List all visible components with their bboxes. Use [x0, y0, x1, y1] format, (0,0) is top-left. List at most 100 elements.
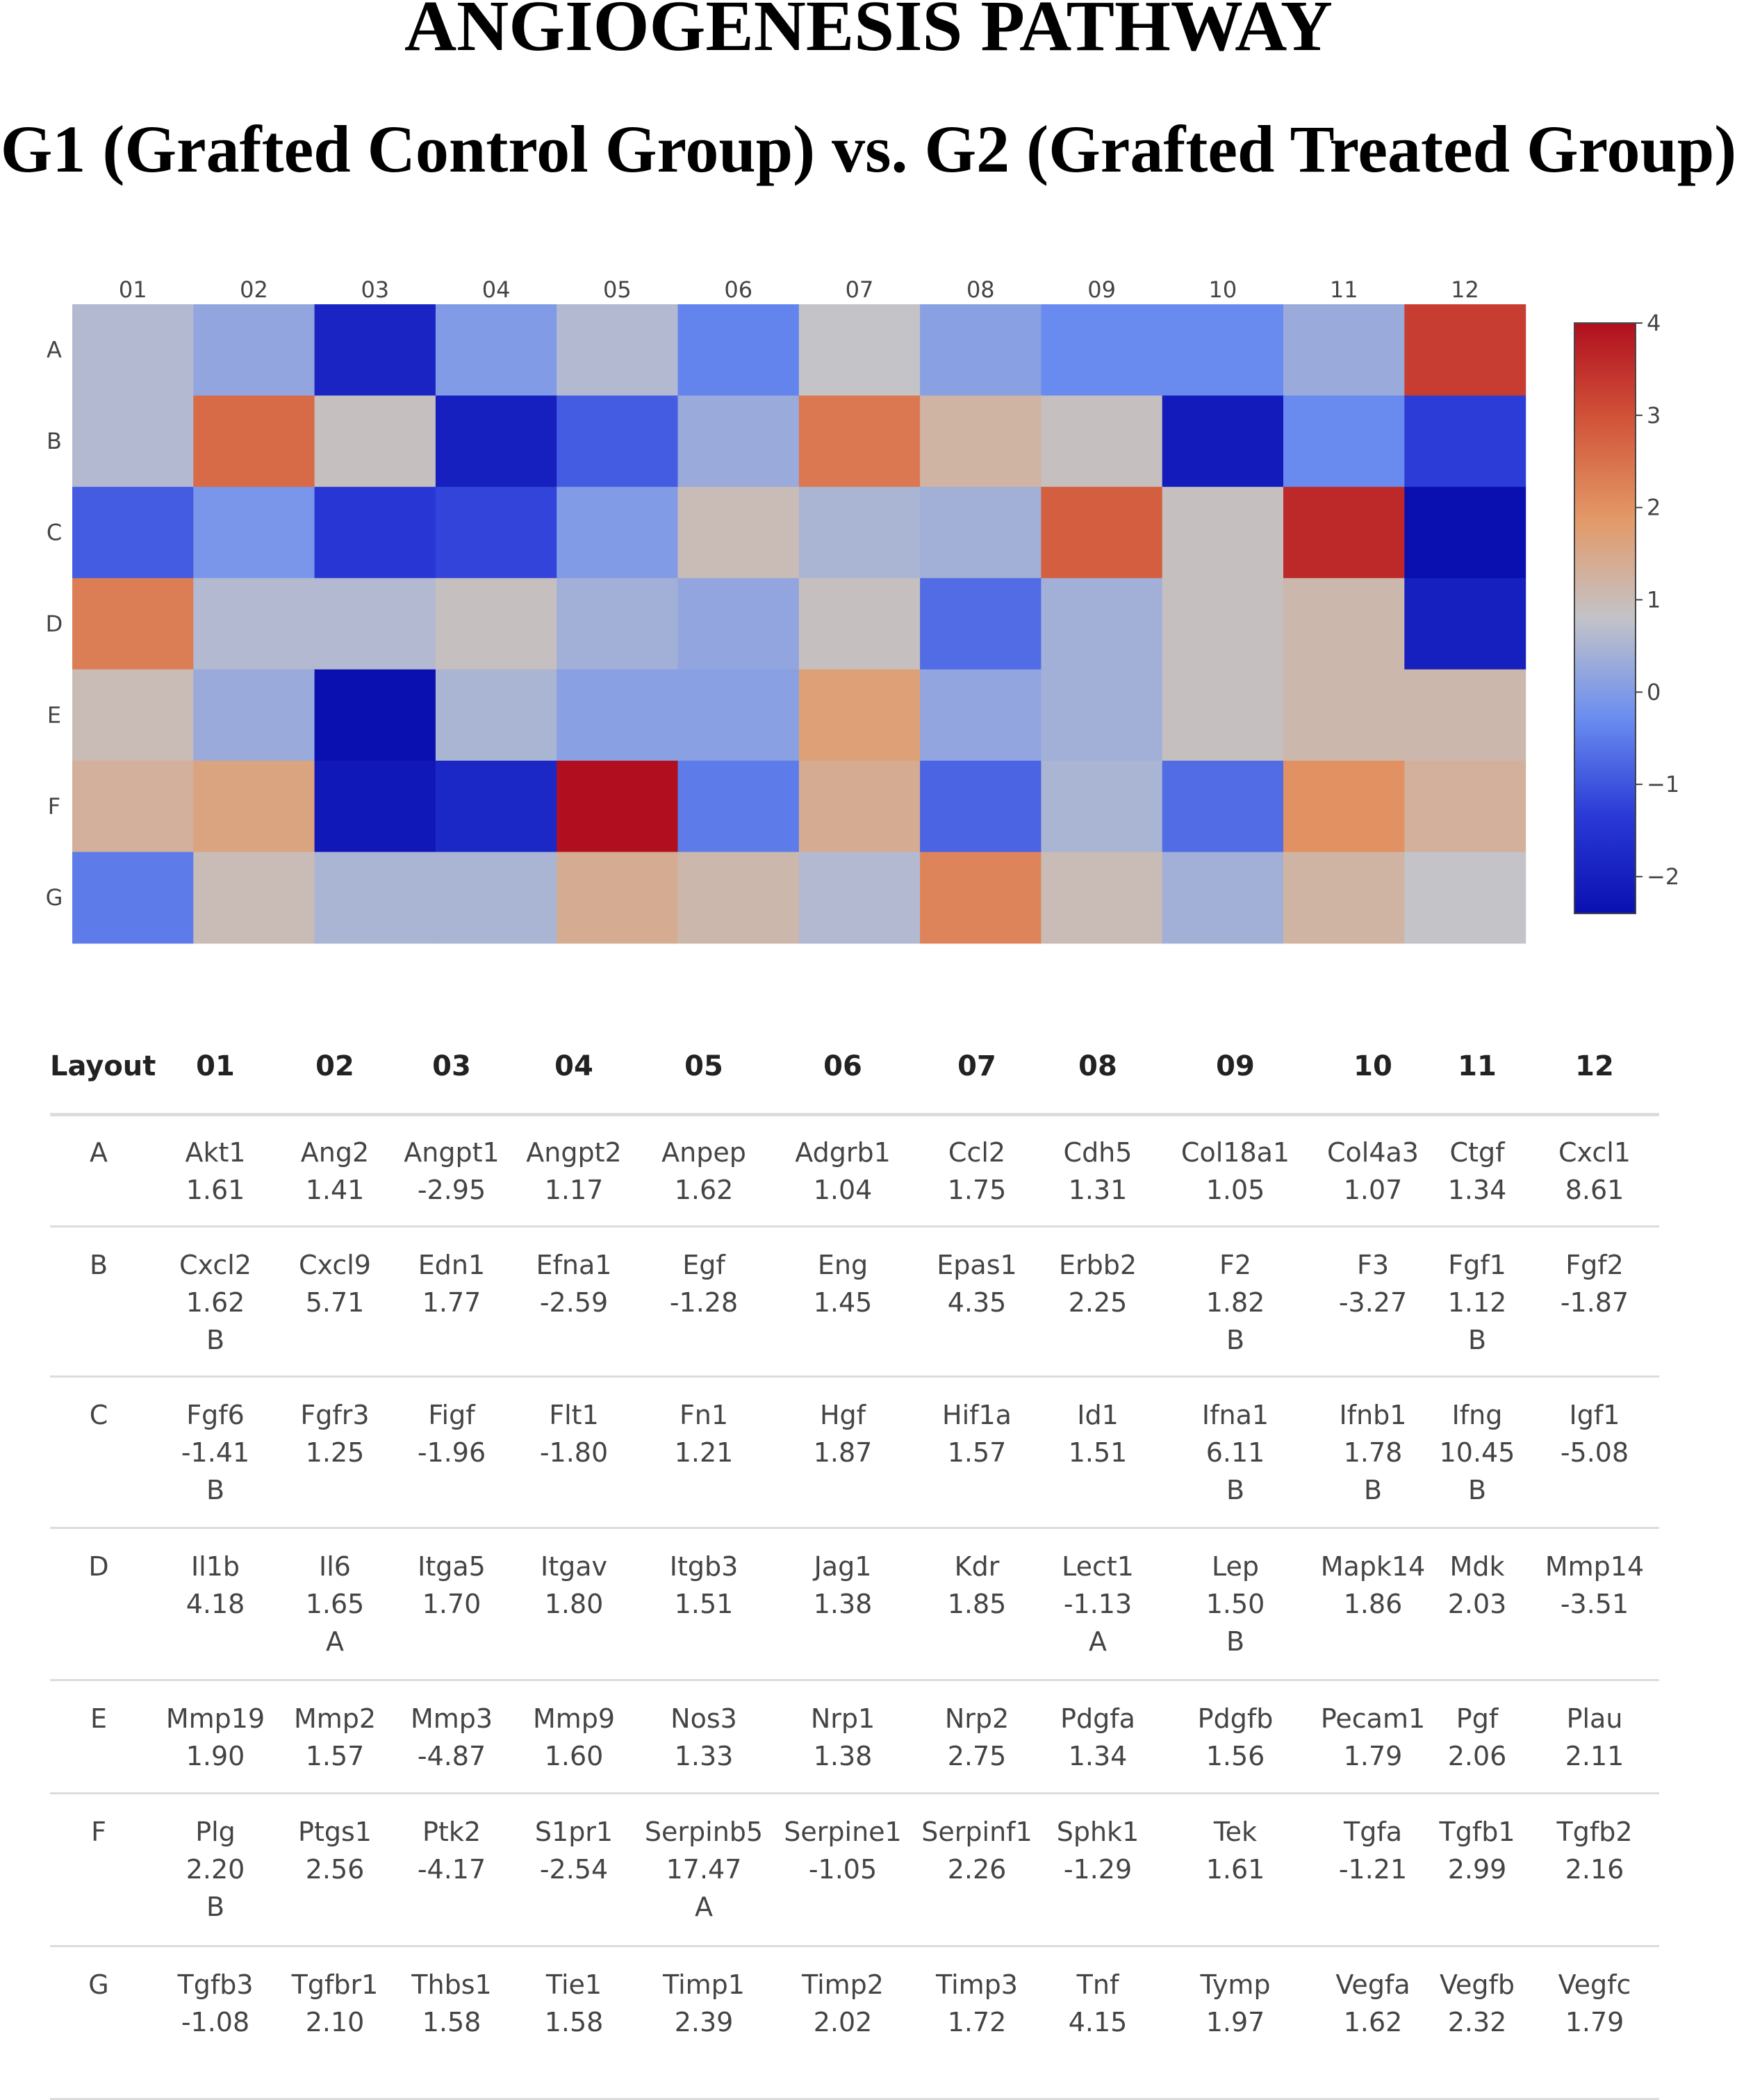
fold-change-value: 4.18	[186, 1589, 245, 1619]
colorbar	[1574, 322, 1636, 914]
row-tick-label: A	[47, 337, 62, 363]
heatmap-cell-G-03	[314, 852, 436, 944]
fold-change-value: 1.21	[674, 1437, 734, 1468]
colorbar-tick-label: 2	[1647, 495, 1661, 521]
heatmap-cell-G-06	[677, 852, 800, 944]
heatmap-cell-F-01	[72, 761, 194, 852]
column-header-text: 08	[1078, 1050, 1117, 1082]
table-row: D Il1b 4.18 Il6 1.65 A Itga5 1.70 Itgav 1.80 Itgb3…	[50, 1527, 1659, 1681]
fold-change-value: 17.47	[666, 1854, 742, 1885]
fold-change-value: 1.12	[1447, 1287, 1507, 1318]
heatmap-cell-G-12	[1404, 852, 1526, 944]
gene-note: B	[1363, 1475, 1383, 1505]
gene-name: Vegfa	[1335, 1969, 1410, 2000]
fold-change-value: 1.34	[1068, 1741, 1128, 1771]
column-tick-label: 05	[603, 276, 632, 303]
column-header-text: 07	[957, 1050, 996, 1082]
gene-cell: Pecam1 1.79	[1293, 1700, 1453, 1775]
gene-note: A	[326, 1626, 344, 1657]
heatmap-cell-B-09	[1041, 395, 1163, 488]
gene-cell: Itga5 1.70	[382, 1548, 521, 1623]
gene-cell: Fn1 1.21	[624, 1396, 784, 1471]
gene-name: Angpt1	[404, 1137, 500, 1168]
fold-change-value: -1.05	[808, 1854, 878, 1885]
heatmap-cell-E-01	[72, 669, 194, 761]
gene-name: Kdr	[954, 1551, 1000, 1582]
gene-note: B	[206, 1325, 225, 1355]
heatmap-cell-B-01	[72, 395, 194, 488]
gene-name: Akt1	[185, 1137, 246, 1168]
gene-name: Plau	[1566, 1703, 1623, 1734]
gene-name: Vegfc	[1558, 1969, 1631, 2000]
fold-change-value: -3.27	[1338, 1287, 1408, 1318]
gene-cell: Efna1 -2.59	[504, 1246, 643, 1321]
gene-name: Tek	[1213, 1817, 1258, 1847]
gene-name: Pecam1	[1320, 1703, 1426, 1734]
gene-cell: Pdgfb 1.56	[1155, 1700, 1315, 1775]
fold-change-value: -2.54	[539, 1854, 609, 1885]
fold-change-value: 1.75	[947, 1175, 1007, 1205]
gene-cell: Mmp19 1.90	[149, 1700, 281, 1775]
heatmap-cell-F-11	[1283, 761, 1405, 852]
gene-cell: Angpt1 -2.95	[382, 1134, 521, 1209]
gene-name: Thbs1	[411, 1969, 492, 2000]
fold-change-value: 2.06	[1447, 1741, 1507, 1771]
fold-change-value: 10.45	[1439, 1437, 1515, 1468]
heatmap-cell-F-06	[677, 761, 800, 852]
heatmap-cell-F-07	[798, 761, 921, 852]
fold-change-value: 2.26	[947, 1854, 1007, 1885]
gene-note: B	[206, 1475, 225, 1505]
gene-cell: Flt1 -1.80	[504, 1396, 643, 1471]
fold-change-value: 1.62	[186, 1287, 245, 1318]
gene-note: B	[1467, 1325, 1487, 1355]
gene-cell: Tie1 1.58	[504, 1966, 643, 2041]
heatmap-cell-A-02	[193, 304, 315, 396]
gene-cell: Ifnb1 1.78 B	[1293, 1396, 1453, 1509]
gene-name: Ifnb1	[1339, 1400, 1407, 1430]
gene-name: Mapk14	[1320, 1551, 1426, 1582]
heatmap-cell-F-05	[557, 761, 679, 852]
gene-cell: Fgf2 -1.87	[1511, 1246, 1678, 1321]
fold-change-value: 1.41	[305, 1175, 365, 1205]
gene-cell: Serpinf1 2.26	[900, 1813, 1053, 1888]
gene-name: Mmp14	[1545, 1551, 1645, 1582]
colorbar-tick-label: 3	[1647, 402, 1661, 429]
row-label: F	[50, 1813, 147, 1851]
column-header: 02	[265, 1035, 404, 1098]
gene-name: Fgfr3	[300, 1400, 370, 1430]
gene-name: F3	[1356, 1250, 1390, 1280]
gene-name: F2	[1219, 1250, 1252, 1280]
fold-change-value: 1.62	[674, 1175, 734, 1205]
heatmap-cell-E-12	[1404, 669, 1526, 761]
fold-change-value: 1.31	[1068, 1175, 1128, 1205]
fold-change-value: 2.02	[813, 2007, 873, 2037]
fold-change-value: 1.65	[305, 1589, 365, 1619]
fold-change-value: -4.17	[417, 1854, 486, 1885]
gene-name: Hgf	[819, 1400, 866, 1430]
fold-change-value: 2.32	[1447, 2007, 1507, 2037]
fold-change-value: 1.25	[305, 1437, 365, 1468]
gene-name: Fn1	[679, 1400, 729, 1430]
heatmap-cell-A-05	[557, 304, 679, 396]
heatmap-cell-G-11	[1283, 852, 1405, 944]
fold-change-value: 2.20	[186, 1854, 245, 1885]
heatmap-cell-D-08	[920, 578, 1042, 670]
heatmap-cell-C-03	[314, 486, 436, 579]
row-label-text: D	[88, 1551, 109, 1582]
gene-cell: Tgfa -1.21	[1293, 1813, 1453, 1888]
column-header-text: 12	[1575, 1050, 1614, 1082]
row-label: G	[50, 1966, 147, 2003]
gene-cell: Tgfb3 -1.08	[149, 1966, 281, 2041]
heatmap-cell-B-05	[557, 395, 679, 488]
column-header: 09	[1155, 1035, 1315, 1098]
heatmap-cell-F-09	[1041, 761, 1163, 852]
column-header: 04	[504, 1035, 643, 1098]
gene-name: Ctgf	[1449, 1137, 1505, 1168]
heatmap-cell-D-02	[193, 578, 315, 670]
gene-note: B	[1226, 1626, 1245, 1657]
heatmap-cell-A-03	[314, 304, 436, 396]
gene-cell: Pdgfa 1.34	[1035, 1700, 1160, 1775]
table-row: B Cxcl2 1.62 B Cxcl9 5.71 Edn1 1.77 Efna1 -2.59 Eg…	[50, 1225, 1659, 1378]
column-header-text: 09	[1216, 1050, 1255, 1082]
